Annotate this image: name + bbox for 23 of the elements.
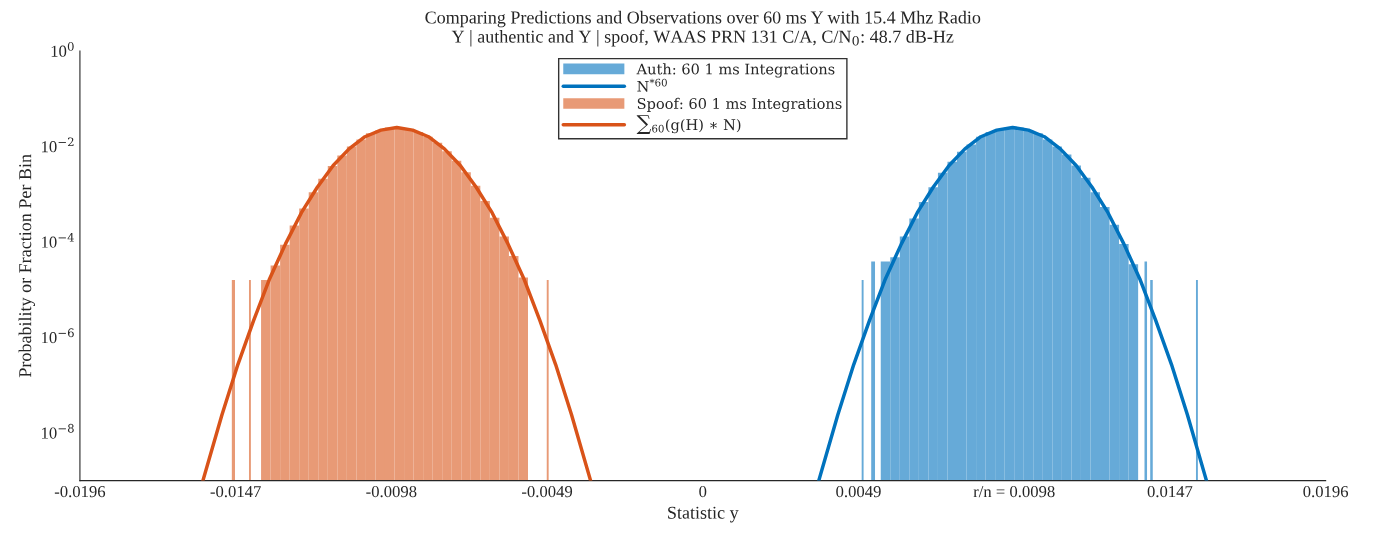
legend-label: Auth: 60 1 ms Integrations [636, 63, 835, 78]
y-tick-label: 10$^{−4}$ [42, 232, 74, 248]
x-tick-label: 0.0147 [1147, 485, 1193, 498]
x-tick-label: 0 [699, 485, 707, 498]
legend-label: N$^{*60}$ [637, 78, 667, 92]
x-tick-label: -0.0196 [54, 485, 106, 498]
x-tick-label: 0.0049 [836, 485, 881, 498]
y-tick-label: 10$^{−2}$ [42, 137, 74, 153]
x-tick-label: 0.0196 [1303, 485, 1349, 498]
x-tick-label: -0.0147 [210, 485, 261, 498]
x-tick-label: -0.0049 [521, 485, 573, 498]
x-tick-label: r/n = 0.0098 [973, 485, 1055, 498]
legend-label: Spoof: 60 1 ms Integrations [637, 97, 842, 113]
chart-title: Comparing Predictions and Observations over 60 ms Y with 15.4 Mhz Radio Y | authentic and Y | spoof, WAAS PRN 131 C/A, C/N$_{0}$: 48.7 dB-Hz [425, 10, 981, 47]
legend-label: ∑$_{60}$(g(H) ∗ N) [636, 115, 741, 134]
line-series [201, 125, 593, 481]
x-axis-title: Statistic y [668, 506, 739, 523]
y-tick-label: 10$^{−6}$ [42, 328, 74, 344]
y-tick-label: 10$^{−8}$ [42, 423, 74, 439]
x-tick-label: -0.0098 [366, 485, 417, 498]
line-series [817, 125, 1209, 481]
y-tick-label: 10$^{0}$ [51, 41, 74, 57]
y-axis-title: Probability or Fraction Per Bin [18, 154, 36, 378]
